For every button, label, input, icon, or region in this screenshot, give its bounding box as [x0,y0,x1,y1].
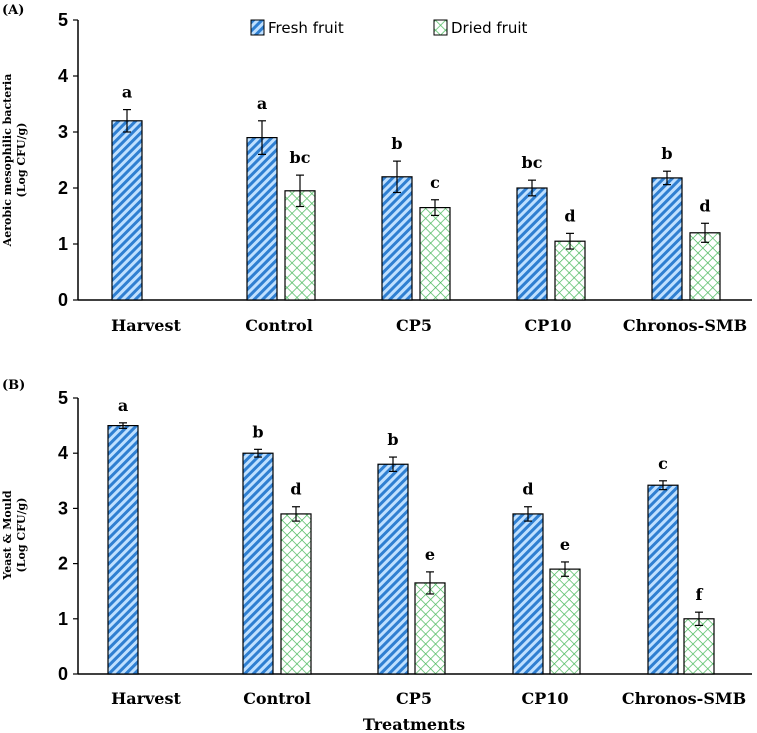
bar-dried [419,207,451,301]
significance-letter: a [118,396,128,415]
legend-swatch-dried [433,19,448,36]
significance-letter: a [122,83,132,102]
panel-a-ylabel-line2: (Log CFU/g) [15,123,28,198]
panel-a-plot: 0 1 2 3 4 5 Harvest Control CP5 CP10 Chronos-SMB a a… [58,10,752,335]
significance-letter: d [522,480,533,499]
panel-a-ylabel-line1: Aerobic mesophilic bacteria [1,74,14,248]
legend-swatch-fresh [250,19,265,36]
y-tick-label: 3 [58,122,68,142]
y-tick-label: 0 [58,664,68,684]
bar-fresh [381,176,413,301]
y-tick-label: 4 [58,66,68,86]
panel-b-ylabel-line2: (Log CFU/g) [15,498,28,573]
bar-dried [549,568,581,675]
y-tick-label: 4 [58,443,68,463]
significance-letter: c [430,173,440,192]
significance-letter: a [257,94,267,113]
significance-letter: bc [290,148,311,167]
x-category-label: CP10 [521,689,568,708]
bar-dried [284,190,316,301]
bar-fresh [246,137,278,301]
x-category-label: CP5 [396,689,432,708]
bar-fresh [377,463,409,675]
y-tick-label: 1 [58,234,68,254]
y-tick-label: 2 [58,178,68,198]
legend: Fresh fruit Dried fruit [250,19,528,37]
significance-letter: b [387,430,398,449]
y-tick-label: 1 [58,609,68,629]
significance-letter: f [696,585,704,604]
bar-dried [689,232,721,301]
panel-b-ylabel-line1: Yeast & Mould [1,490,14,581]
significance-letter: c [658,454,668,473]
bar-fresh [242,452,274,675]
legend-label-dried: Dried fruit [451,19,528,37]
significance-letter: e [560,535,570,554]
bar-fresh [647,484,679,675]
significance-letter: b [252,422,263,441]
x-category-label: Chronos-SMB [622,689,746,708]
panel-a-label: (A) [2,3,24,18]
bar-dried [554,240,586,301]
x-category-label: Control [245,316,313,335]
bar-fresh [651,177,683,301]
x-category-label: CP5 [396,316,432,335]
bar-dried [280,513,312,675]
y-tick-label: 3 [58,498,68,518]
significance-letter: d [564,206,575,225]
bar-fresh [107,425,139,675]
significance-letter: bc [522,153,543,172]
significance-letter: d [699,196,710,215]
significance-letter: b [661,144,672,163]
bar-fresh [516,187,548,301]
x-category-label: Chronos-SMB [623,316,747,335]
panel-b-label: (B) [2,378,25,393]
panel-b-plot: 0 1 2 3 4 5 Harvest Control CP5 CP10 Chronos-SMB a b… [58,388,752,708]
significance-letter: e [425,545,435,564]
y-tick-label: 2 [58,554,68,574]
bar-fresh [111,120,143,301]
x-category-label: Harvest [111,316,181,335]
bar-dried [414,582,446,675]
bar-fresh [512,513,544,675]
significance-letter: d [290,480,301,499]
y-tick-label: 0 [58,290,68,310]
y-tick-label: 5 [58,10,68,30]
x-category-label: CP10 [524,316,571,335]
x-category-label: Control [243,689,311,708]
legend-label-fresh: Fresh fruit [268,19,344,37]
x-category-label: Harvest [111,689,181,708]
x-axis-title: Treatments [363,715,465,733]
bar-dried [683,618,715,675]
significance-letter: b [391,134,402,153]
y-tick-label: 5 [58,388,68,408]
